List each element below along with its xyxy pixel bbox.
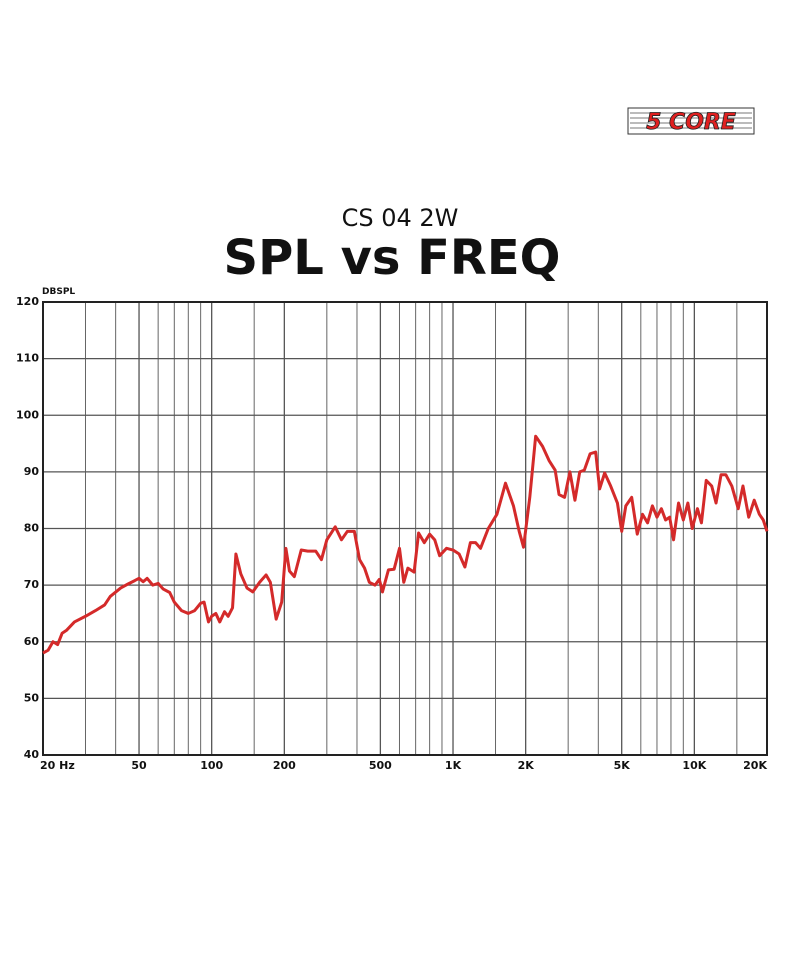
logo-text: 5 CORE (646, 110, 736, 135)
y-tick-label: 80 (24, 522, 40, 535)
chart-title: SPL vs FREQ (224, 230, 561, 286)
logo-frame (627, 107, 755, 135)
logo: 5 CORE (627, 107, 755, 135)
logo-stripes (630, 112, 752, 129)
chart-subtitle: CS 04 2W (342, 204, 459, 232)
plot (42, 434, 769, 655)
x-tick-label: 100 (200, 759, 223, 772)
x-tick-label: 10K (682, 759, 706, 772)
x-tick-label: 20 Hz (40, 759, 75, 772)
x-tick-label: 200 (273, 759, 296, 772)
y-tick-label: 70 (24, 578, 40, 591)
x-tick-label: 2K (518, 759, 535, 772)
y-tick-label: 40 (24, 748, 40, 761)
x-tick-label: 5K (614, 759, 631, 772)
y-tick-label: 110 (16, 352, 39, 365)
y-axis-label: DBSPL (42, 287, 75, 297)
y-tick-label: 60 (24, 635, 40, 648)
y-tick-label: 120 (16, 295, 39, 308)
grid (42, 301, 768, 756)
x-tick-label: 20K (743, 759, 767, 772)
x-tick-label: 500 (369, 759, 392, 772)
y-tick-label: 90 (24, 465, 40, 478)
spl-curve (42, 434, 769, 655)
x-tick-label: 50 (131, 759, 147, 772)
x-tick-label: 1K (445, 759, 462, 772)
y-tick-label: 100 (16, 408, 39, 421)
y-tick-label: 50 (24, 691, 40, 704)
